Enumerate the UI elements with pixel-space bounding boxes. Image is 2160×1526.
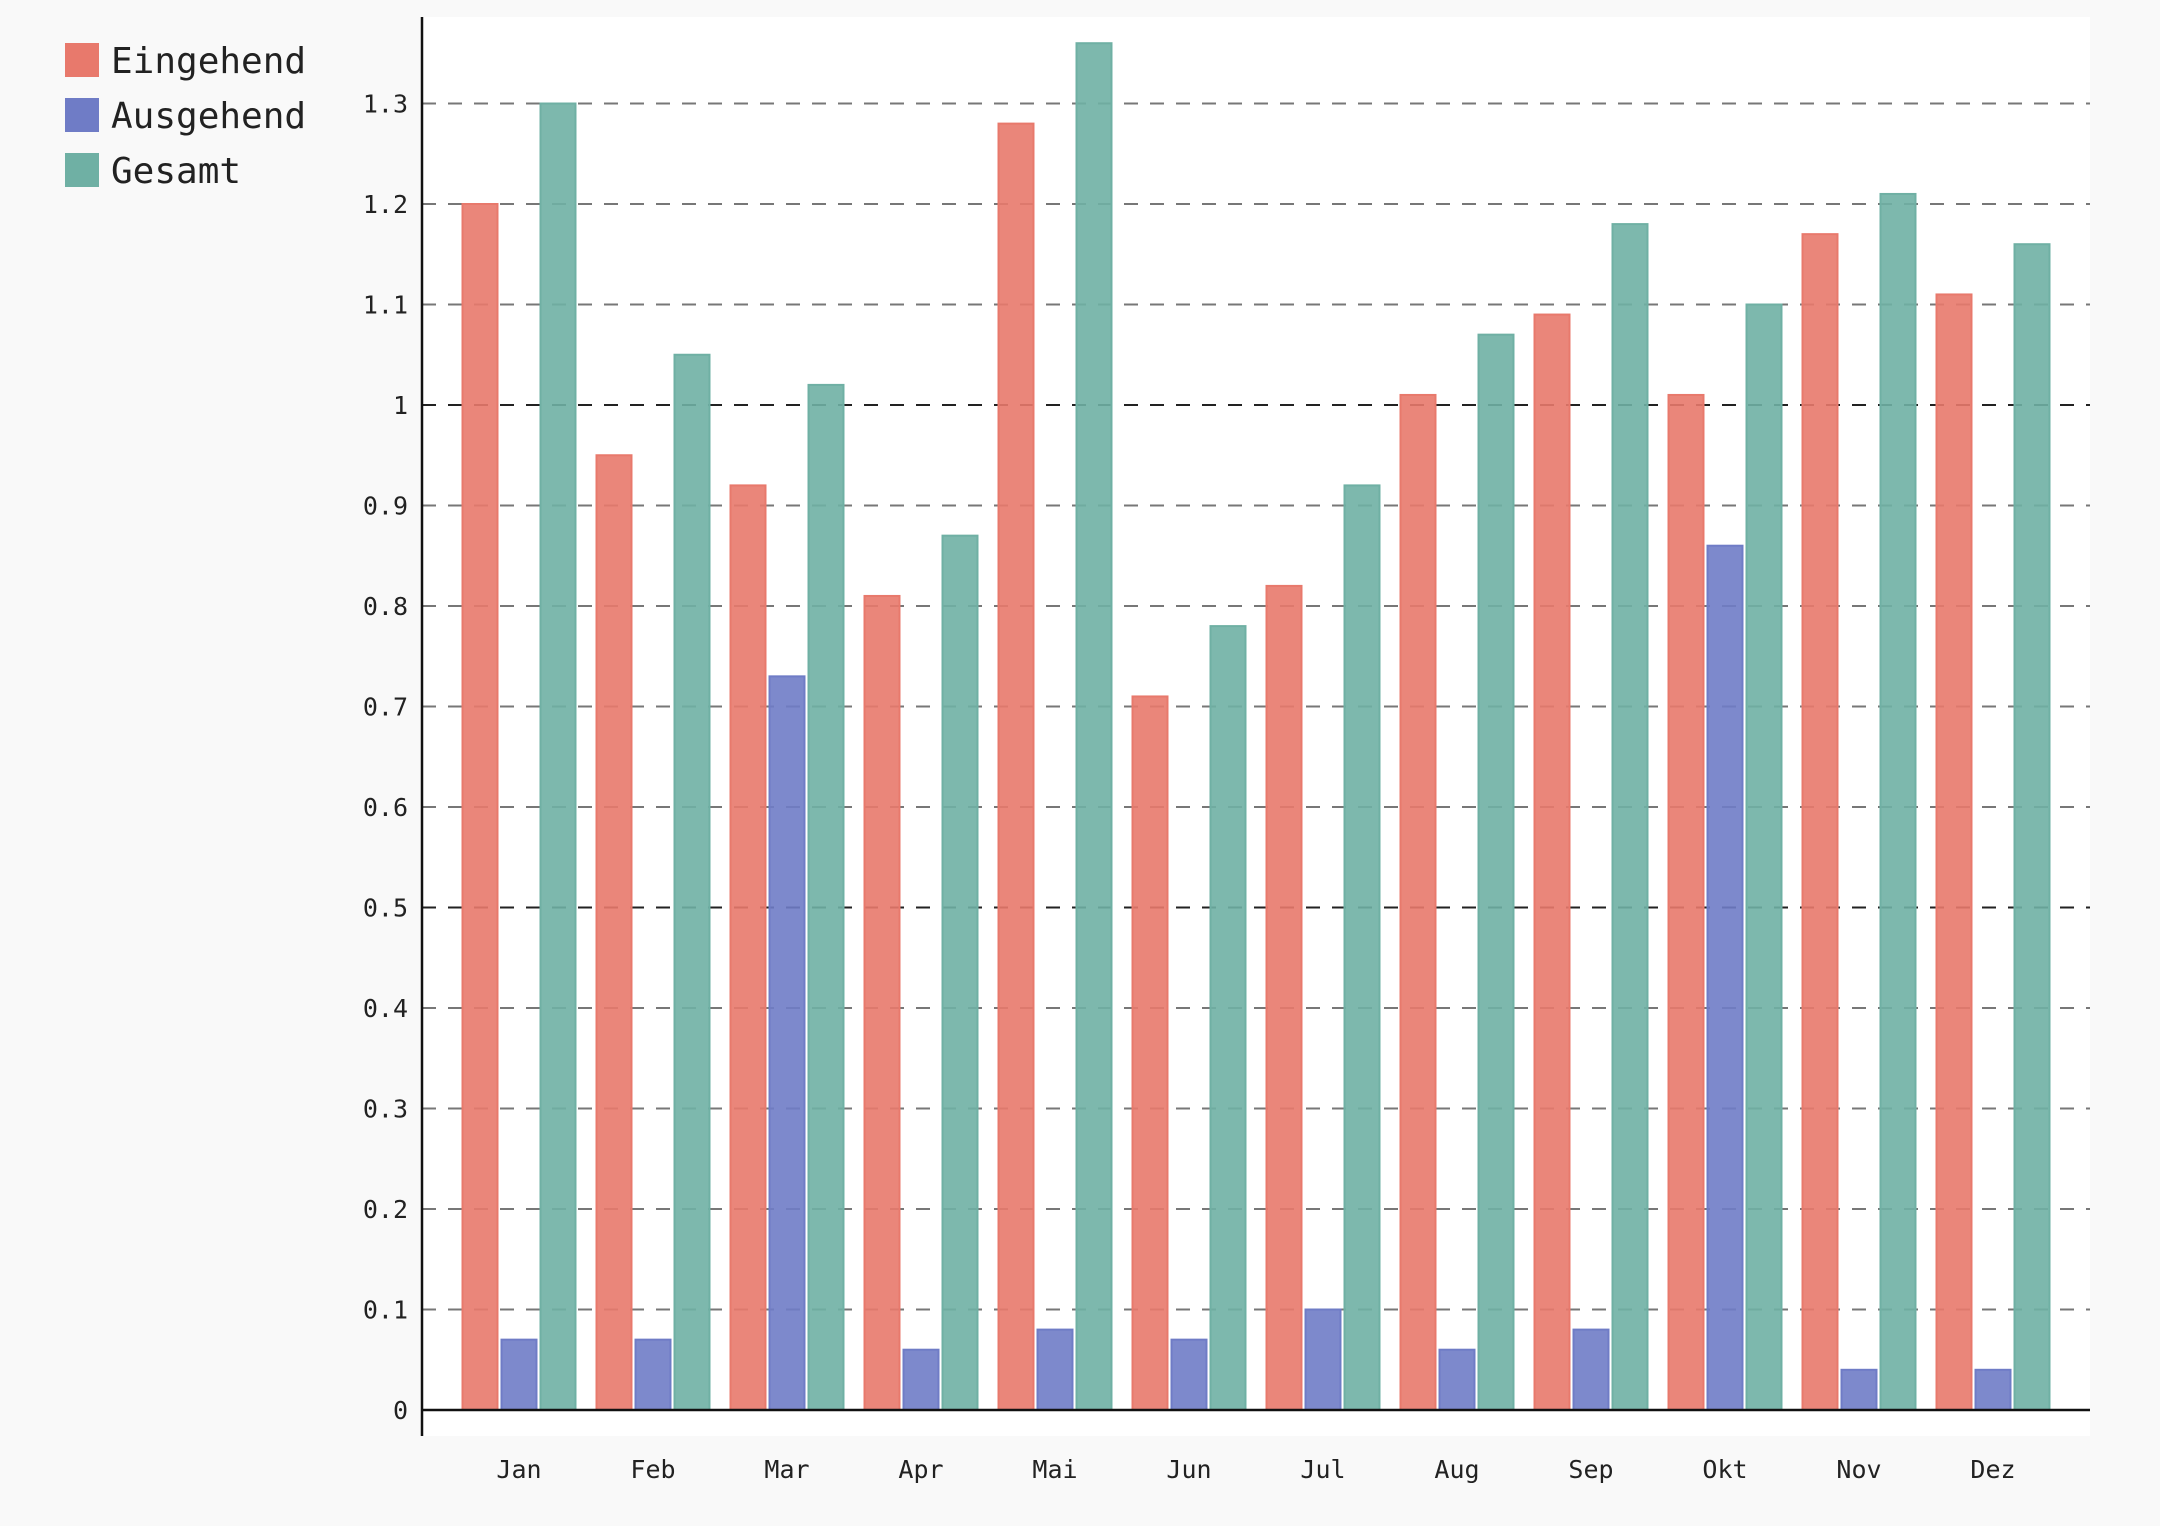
- x-tick-label: Mar: [764, 1455, 809, 1484]
- bar-gesamt-okt: [1745, 303, 1783, 1411]
- x-tick-label: Jun: [1166, 1455, 1211, 1484]
- y-tick-label: 1.2: [363, 190, 408, 219]
- bar-eingehend-jan: [461, 203, 499, 1411]
- bar-ausgehend-sep: [1572, 1328, 1610, 1411]
- bar-ausgehend-okt: [1706, 544, 1744, 1411]
- bar-eingehend-mar: [729, 484, 767, 1411]
- bar-gesamt-jul: [1343, 484, 1381, 1411]
- x-tick-label: Dez: [1970, 1455, 2015, 1484]
- bar-ausgehend-nov: [1840, 1368, 1878, 1412]
- legend-swatch-ausgehend: [65, 98, 99, 132]
- bar-gesamt-nov: [1879, 192, 1917, 1412]
- bar-gesamt-jan: [539, 102, 577, 1411]
- legend-label: Gesamt: [111, 151, 241, 192]
- bar-ausgehend-aug: [1438, 1348, 1476, 1411]
- bar-ausgehend-mar: [768, 675, 806, 1411]
- x-tick-label: Mai: [1032, 1455, 1077, 1484]
- bar-ausgehend-jul: [1304, 1308, 1342, 1411]
- plot-area: [422, 17, 2090, 1436]
- bar-gesamt-dez: [2013, 243, 2051, 1412]
- bar-gesamt-apr: [941, 534, 979, 1411]
- bar-ausgehend-jun: [1170, 1338, 1208, 1412]
- bar-ausgehend-dez: [1974, 1368, 2012, 1412]
- bar-ausgehend-jan: [500, 1338, 538, 1412]
- bar-eingehend-jun: [1131, 695, 1169, 1411]
- bar-eingehend-mai: [997, 122, 1035, 1412]
- legend-swatch-eingehend: [65, 43, 99, 77]
- y-tick-label: 0.2: [363, 1195, 408, 1224]
- legend-swatch-gesamt: [65, 153, 99, 187]
- bar-gesamt-mai: [1075, 42, 1113, 1412]
- bar-ausgehend-mai: [1036, 1328, 1074, 1411]
- bar-eingehend-apr: [863, 594, 901, 1411]
- y-tick-label: 1.1: [363, 291, 408, 320]
- y-tick-label: 0: [393, 1396, 408, 1425]
- bar-eingehend-jul: [1265, 584, 1303, 1411]
- bar-eingehend-nov: [1801, 233, 1839, 1411]
- y-tick-label: 0.1: [363, 1296, 408, 1325]
- y-tick-label: 0.7: [363, 693, 408, 722]
- x-tick-label: Jan: [496, 1455, 541, 1484]
- bar-gesamt-sep: [1611, 223, 1649, 1412]
- bar-gesamt-feb: [673, 353, 711, 1411]
- bar-eingehend-feb: [595, 454, 633, 1411]
- legend-label: Eingehend: [111, 41, 306, 82]
- bar-eingehend-okt: [1667, 393, 1705, 1411]
- bar-eingehend-sep: [1533, 313, 1571, 1411]
- y-tick-label: 0.8: [363, 592, 408, 621]
- y-tick-label: 0.9: [363, 492, 408, 521]
- x-tick-label: Sep: [1568, 1455, 1613, 1484]
- bar-ausgehend-apr: [902, 1348, 940, 1411]
- x-tick-label: Apr: [898, 1455, 943, 1484]
- bar-eingehend-dez: [1935, 293, 1973, 1412]
- x-tick-label: Aug: [1434, 1455, 1479, 1484]
- y-tick-label: 1: [393, 391, 408, 420]
- x-tick-label: Okt: [1702, 1455, 1747, 1484]
- x-tick-label: Nov: [1836, 1455, 1881, 1484]
- bar-eingehend-aug: [1399, 393, 1437, 1411]
- bar-gesamt-aug: [1477, 333, 1515, 1411]
- y-tick-label: 0.6: [363, 793, 408, 822]
- x-tick-label: Feb: [630, 1455, 675, 1484]
- x-tick-label: Jul: [1300, 1455, 1345, 1484]
- bar-gesamt-jun: [1209, 625, 1247, 1411]
- y-tick-label: 0.4: [363, 994, 408, 1023]
- y-tick-label: 1.3: [363, 90, 408, 119]
- bar-ausgehend-feb: [634, 1338, 672, 1412]
- y-tick-label: 0.5: [363, 894, 408, 923]
- bar-gesamt-mar: [807, 383, 845, 1411]
- legend-label: Ausgehend: [111, 96, 306, 137]
- y-tick-label: 0.3: [363, 1095, 408, 1124]
